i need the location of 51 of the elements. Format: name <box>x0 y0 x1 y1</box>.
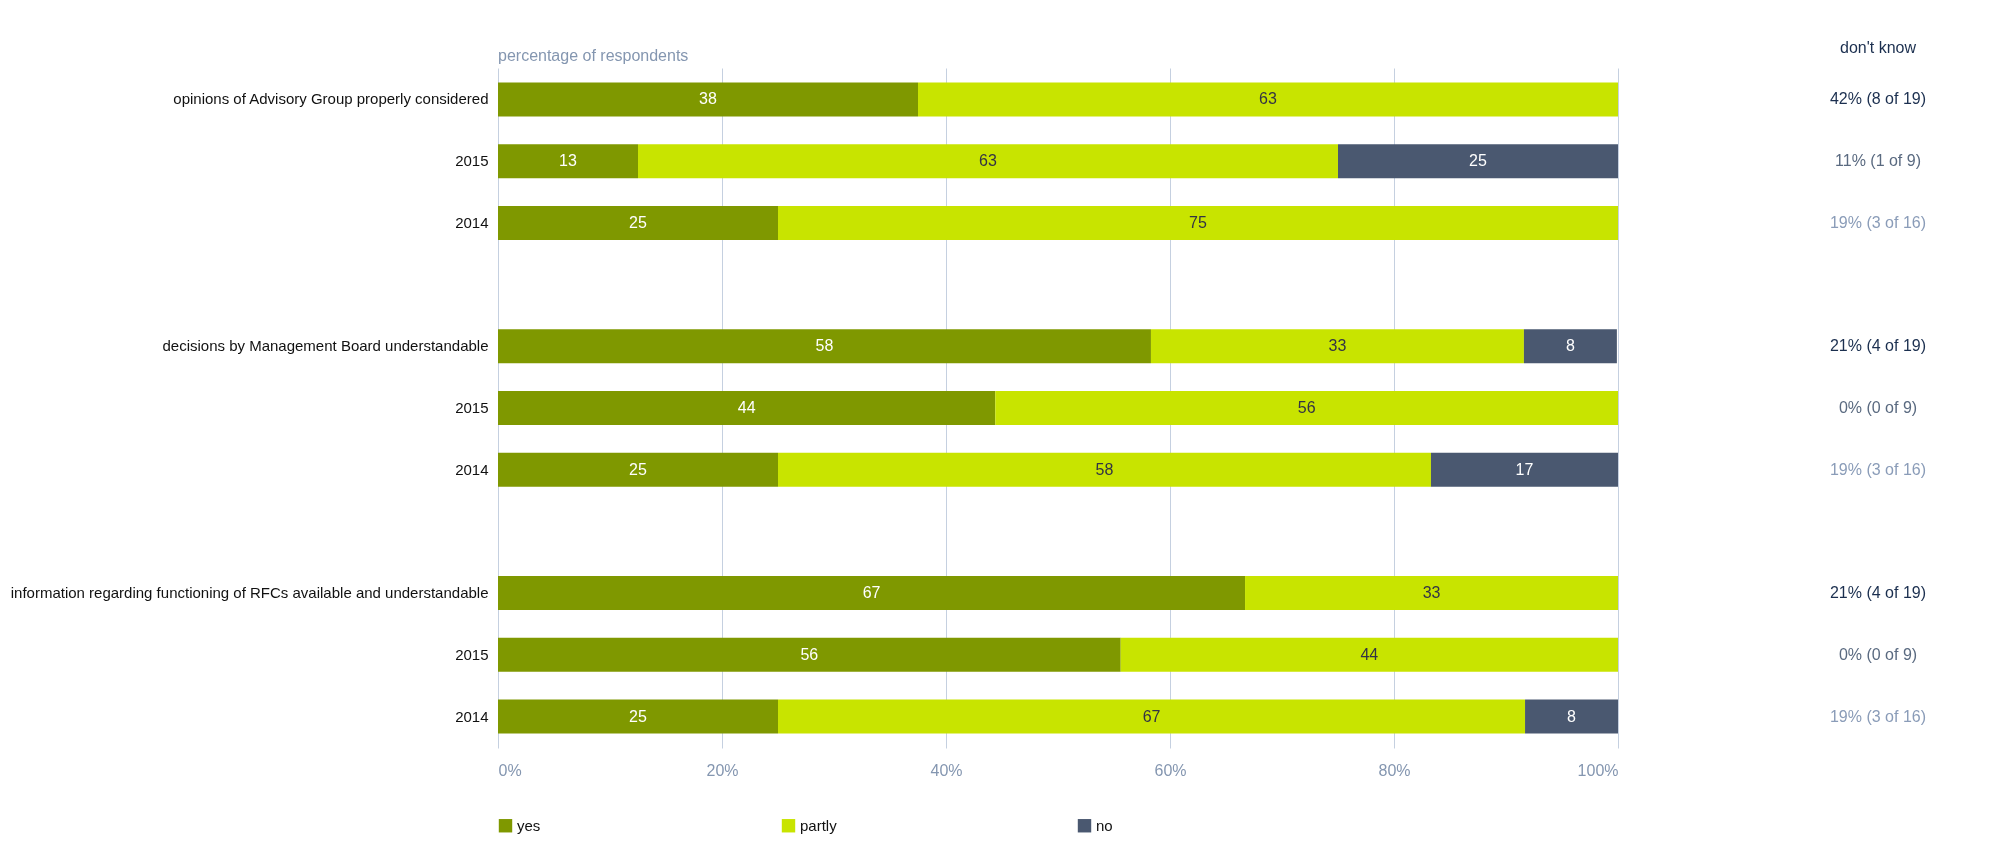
data-label: 25 <box>629 707 647 725</box>
data-label: 8 <box>1567 707 1577 725</box>
text: 21% (4 of 19) <box>1829 337 1927 355</box>
data-label: 17 <box>1515 460 1534 478</box>
data-label: 33 <box>1422 584 1441 602</box>
data-label: 58 <box>1095 460 1114 478</box>
data-label: 25 <box>1469 152 1487 170</box>
text: 0% (0 of 9) <box>1838 645 1918 663</box>
y-tick-label: 2014 <box>455 213 489 231</box>
y-tick-label: 2015 <box>455 152 489 170</box>
y-tick-label: information regarding functioning of RFCs available and understandable <box>10 584 489 602</box>
y-tick-label: decisions by Management Board understandable <box>162 337 489 355</box>
x-tick-label: 40% <box>930 761 963 779</box>
x-axis-title: percentage of respondents <box>498 47 689 64</box>
text: 42% (8 of 19) <box>1829 90 1927 108</box>
legend-label: no <box>1096 816 1113 834</box>
text: 19% (3 of 16) <box>1829 213 1927 231</box>
data-label: 75 <box>1189 213 1207 231</box>
text: 19% (3 of 16) <box>1829 707 1927 725</box>
data-label: 25 <box>629 213 647 231</box>
text: don't know <box>1840 39 1917 56</box>
data-label: 67 <box>1142 707 1161 725</box>
data-label: 8 <box>1565 337 1575 355</box>
text: 21% (4 of 19) <box>1829 584 1927 602</box>
y-tick-label: 2015 <box>455 399 489 416</box>
data-label: 56 <box>800 645 819 663</box>
data-label: 38 <box>699 90 717 108</box>
y-tick-label: 2014 <box>455 707 489 725</box>
y-tick-label: opinions of Advisory Group properly considered <box>173 90 489 108</box>
data-label: 56 <box>1297 399 1316 416</box>
text: 0% (0 of 9) <box>1838 399 1918 416</box>
y-tick-label: 2015 <box>455 645 489 663</box>
data-label: 13 <box>559 152 577 170</box>
data-label: 44 <box>1360 645 1379 663</box>
data-label: 58 <box>815 337 834 355</box>
y-tick-label: 2014 <box>455 460 489 478</box>
legend-label: partly <box>800 816 838 834</box>
x-tick-label: 80% <box>1378 761 1411 779</box>
text: 11% (1 of 9) <box>1835 152 1921 170</box>
data-label: 67 <box>862 584 881 602</box>
data-label: 63 <box>979 152 997 170</box>
x-tick-label: 20% <box>706 761 739 779</box>
text: 19% (3 of 16) <box>1829 460 1927 478</box>
data-label: 63 <box>1259 90 1277 108</box>
data-label: 33 <box>1328 337 1347 355</box>
data-label: 25 <box>629 460 647 478</box>
legend-label: yes <box>517 816 541 834</box>
x-tick-label: 100% <box>1577 761 1619 779</box>
data-label: 44 <box>737 399 756 416</box>
x-tick-label: 0% <box>498 761 522 779</box>
x-tick-label: 60% <box>1154 761 1187 779</box>
